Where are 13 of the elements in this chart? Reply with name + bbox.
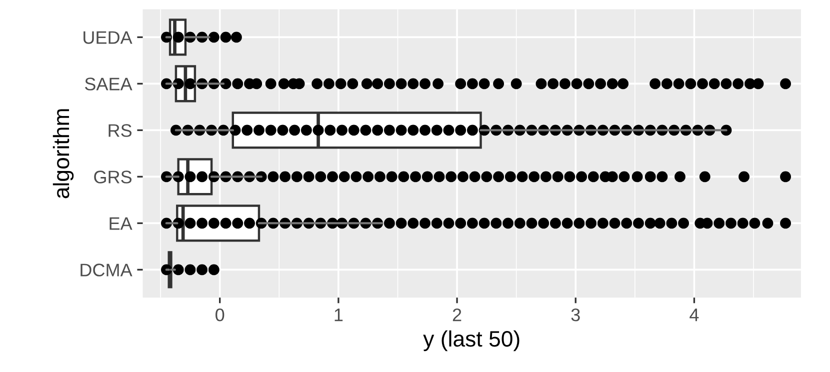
y-tick-label: DCMA: [80, 264, 132, 276]
x-tick-label: 0: [216, 308, 224, 322]
y-axis-title: algorithm: [52, 109, 74, 198]
x-tick-label: 3: [571, 308, 580, 322]
y-tick-label: EA: [110, 217, 132, 230]
y-tick-label: SAEA: [84, 78, 132, 90]
x-axis-title: y (last 50): [423, 330, 520, 352]
y-tick-label: UEDA: [84, 31, 132, 44]
y-tick-label: RS: [108, 124, 132, 137]
x-tick-label: 4: [690, 308, 699, 322]
x-tick-label: 1: [334, 308, 343, 322]
x-tick-label: 2: [452, 308, 462, 322]
y-tick-label: GRS: [94, 170, 132, 184]
